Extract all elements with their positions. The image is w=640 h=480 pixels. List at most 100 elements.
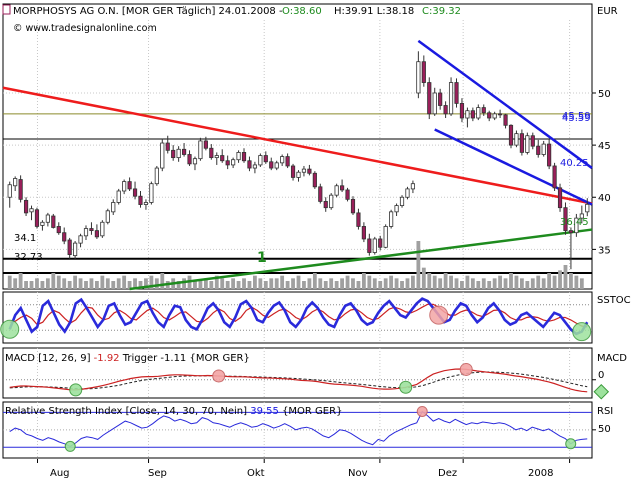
candle-body [459, 103, 465, 119]
header-high-low: H:39.91 L:38.18 [334, 6, 414, 17]
volume-bar [329, 278, 334, 289]
volume-bar [547, 273, 552, 289]
volume-bar [154, 278, 159, 289]
candle-body [56, 226, 61, 234]
sstoc-signal-marker [572, 322, 592, 342]
volume-bar [552, 275, 557, 289]
volume-bar [509, 273, 513, 289]
volume-bar [514, 275, 519, 289]
volume-bar [563, 265, 568, 289]
volume-bar [519, 278, 524, 289]
volume-bar [89, 278, 94, 289]
candle-body [13, 178, 18, 187]
month-aug: Aug [50, 468, 70, 479]
volume-bar [160, 273, 165, 289]
candle-body [296, 171, 301, 178]
candle-body [7, 184, 12, 198]
rsi-line [9, 410, 588, 447]
volume-bar [269, 278, 274, 289]
volume-bar [432, 275, 437, 289]
month-2008: 2008 [528, 468, 553, 479]
volume-bar [503, 278, 508, 289]
volume-bar [525, 281, 530, 289]
rsi-signal-marker [416, 405, 428, 417]
candle-body [209, 147, 214, 159]
volume-bar [253, 275, 257, 289]
candle-body [241, 152, 247, 162]
volume-bar [285, 281, 290, 289]
candle-body [503, 114, 508, 126]
volume-bar [111, 281, 116, 289]
candle-body [476, 107, 481, 119]
volume-bar [378, 281, 383, 289]
label-34-1: 34.1 [14, 233, 36, 244]
candle-body [329, 194, 334, 209]
volume-bar [340, 278, 344, 289]
volume-bar [193, 281, 197, 289]
price-tick-label: 50 [598, 89, 611, 100]
price-tick-label: 40 [598, 193, 611, 204]
volume-bar [345, 275, 350, 289]
volume-bar [133, 278, 137, 289]
candle-body [438, 92, 443, 106]
candle-body [165, 142, 170, 151]
volume-bar [280, 275, 285, 289]
volume-bar [351, 278, 355, 289]
volume-bar [411, 275, 415, 289]
candle-body [443, 105, 448, 115]
candle-body [187, 154, 192, 165]
candle-body [116, 190, 121, 203]
candle-body [389, 211, 394, 227]
candle-body [160, 142, 165, 169]
volume-bar [176, 281, 181, 289]
rsi-signal-marker [64, 440, 76, 452]
candle-body [285, 156, 290, 167]
sstoc-panel [0, 297, 592, 342]
candle-body [290, 165, 296, 178]
chart-header: MORPHOSYS AG O.N. [MOR GER Täglich] 24.0… [2, 4, 618, 34]
volume-bar [356, 281, 361, 289]
candle-body [198, 140, 203, 160]
candle-body [176, 148, 181, 159]
candle-body [29, 208, 34, 213]
candle-body [138, 195, 143, 205]
volume-bar [454, 278, 459, 289]
candle-body [416, 61, 421, 94]
candle-body [383, 226, 388, 248]
candle-body [252, 164, 258, 169]
volume-bar [94, 281, 99, 289]
price-axis: 50 45 40 35 [592, 89, 611, 256]
candle-body [372, 238, 377, 253]
candle-body [225, 160, 230, 166]
blue-upper-channel [417, 39, 593, 170]
candle-body [154, 167, 159, 185]
candle-body [574, 217, 579, 234]
volume-bar [67, 281, 72, 289]
sstoc-signal-marker [429, 305, 449, 325]
blue-lower-channel [434, 128, 593, 206]
candle-body [143, 202, 149, 205]
horizontal-levels [3, 113, 592, 275]
volume-bar [318, 278, 323, 289]
volume-bar [198, 281, 203, 289]
candle-body [192, 158, 198, 165]
volume-bar [465, 275, 470, 289]
volume-bar [558, 270, 562, 289]
volume-bar [481, 278, 486, 289]
volume-bar [438, 278, 443, 289]
candle-body [585, 203, 590, 213]
candle-body [454, 82, 459, 104]
volume-bar [220, 278, 225, 289]
sstoc-signal-marker [0, 319, 20, 339]
volume-bar [307, 278, 312, 289]
candle-body [231, 159, 236, 166]
volume-bar [56, 275, 61, 289]
candle-body [525, 135, 530, 153]
candle-body [405, 188, 410, 198]
volume-bar [203, 278, 208, 289]
month-nov: Nov [348, 468, 368, 479]
candle-body [427, 82, 432, 115]
month-dez: Dez [438, 468, 457, 479]
candle-body [89, 228, 94, 232]
